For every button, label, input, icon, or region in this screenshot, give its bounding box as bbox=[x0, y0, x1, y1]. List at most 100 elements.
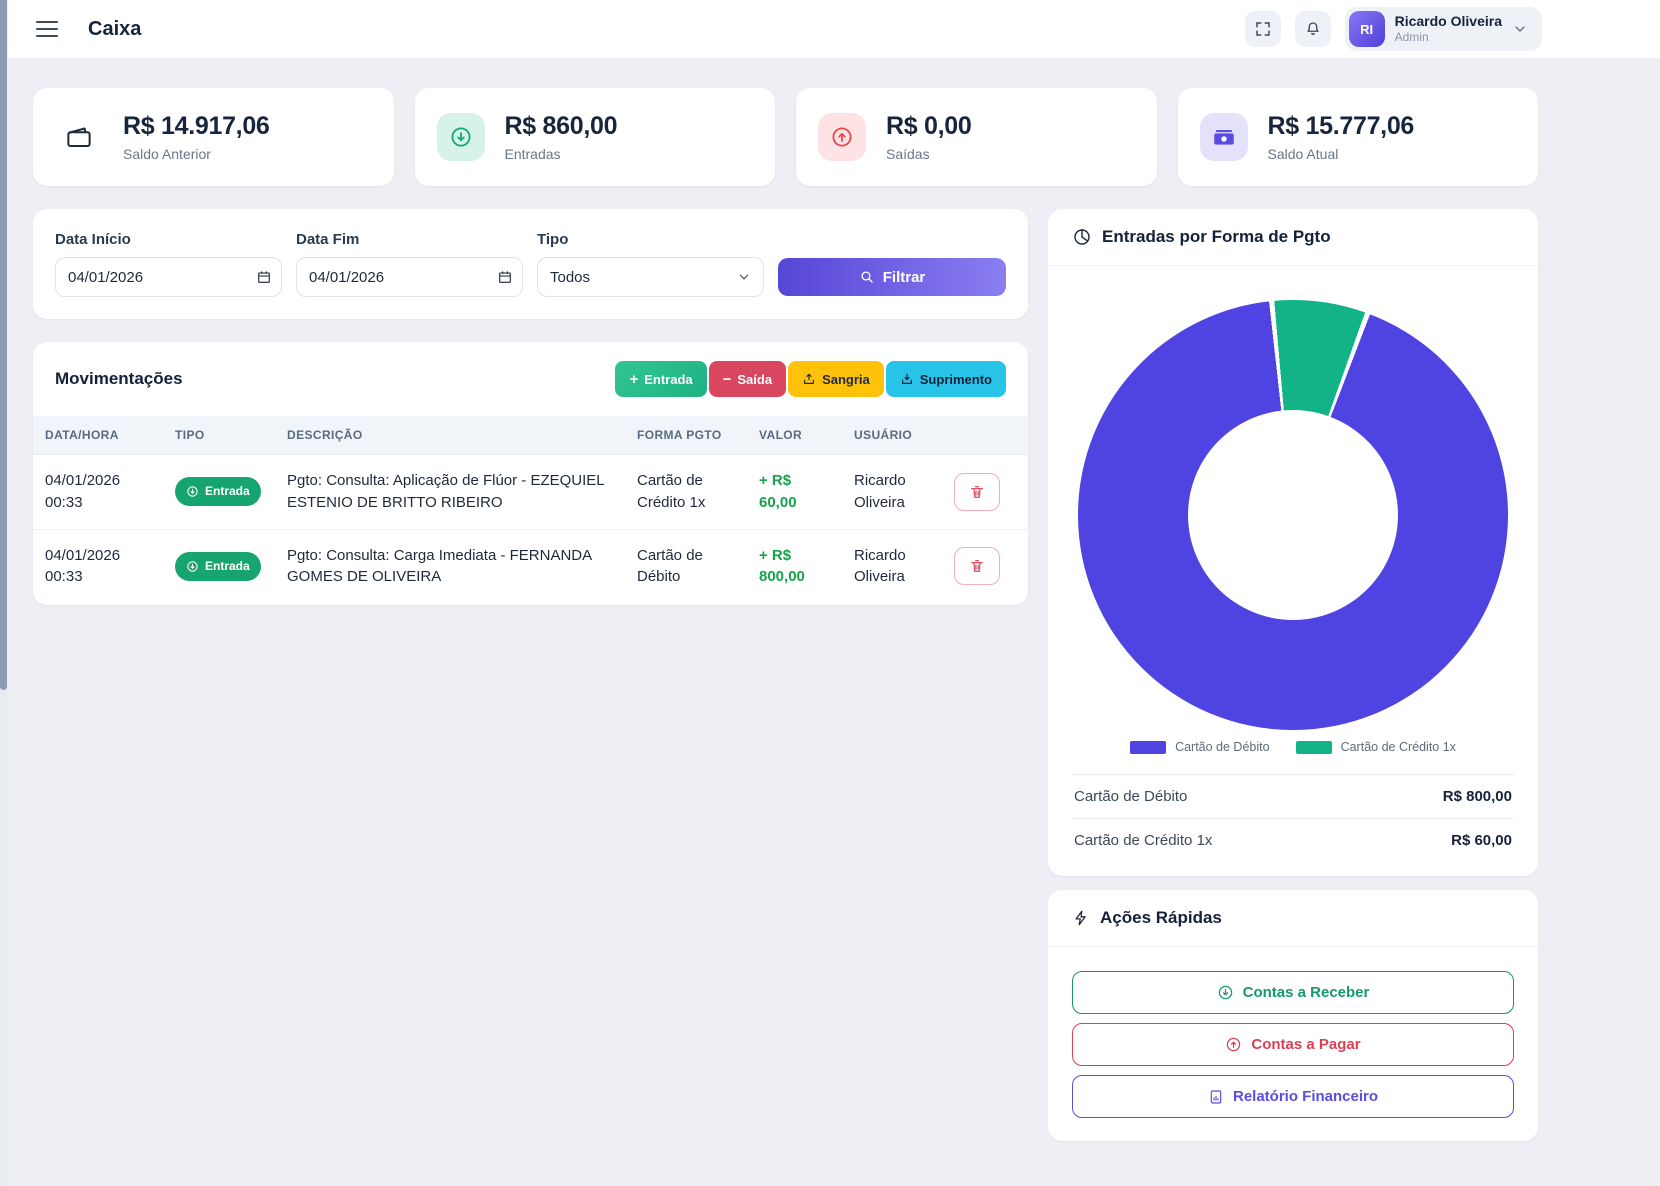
arrow-up-circle-icon bbox=[818, 113, 866, 161]
fullscreen-icon bbox=[1254, 20, 1272, 38]
date-start-input[interactable] bbox=[55, 257, 282, 297]
contas-a-receber-button[interactable]: Contas a Receber bbox=[1072, 971, 1514, 1014]
value-cell: + R$ 800,00 bbox=[747, 528, 842, 603]
scrollbar-thumb[interactable] bbox=[0, 0, 7, 690]
suprimento-button[interactable]: Suprimento bbox=[885, 361, 1006, 397]
arrow-down-circle-icon bbox=[1217, 984, 1234, 1001]
relatorio-financeiro-button[interactable]: Relatório Financeiro bbox=[1072, 1075, 1514, 1118]
payment-cell: Cartão de Débito bbox=[625, 528, 747, 603]
report-icon bbox=[1208, 1089, 1224, 1105]
arrow-down-circle-icon bbox=[186, 560, 199, 573]
legend-swatch bbox=[1130, 740, 1167, 754]
stat-label: Saldo Anterior bbox=[123, 146, 211, 162]
lightning-icon bbox=[1072, 909, 1090, 927]
stat-label: Entradas bbox=[504, 146, 561, 162]
calendar-icon[interactable] bbox=[497, 269, 513, 285]
stat-label: Saldo Atual bbox=[1267, 146, 1339, 162]
contas-a-pagar-button[interactable]: Contas a Pagar bbox=[1072, 1023, 1514, 1066]
sangria-button[interactable]: Sangria bbox=[788, 361, 884, 397]
date-end-input[interactable] bbox=[296, 257, 523, 297]
hamburger-menu-button[interactable] bbox=[36, 14, 66, 44]
table-row: 04/01/2026 00:33 Entrada bbox=[33, 454, 1028, 529]
legend-item-credito[interactable]: Cartão de Crédito 1x bbox=[1295, 740, 1456, 754]
pie-chart-icon bbox=[1072, 227, 1092, 247]
quick-actions-title: Ações Rápidas bbox=[1100, 908, 1222, 927]
page-title: Caixa bbox=[88, 17, 142, 40]
stat-card-saldo-anterior: R$ 14.917,06 Saldo Anterior bbox=[33, 88, 394, 186]
filter-panel: Data Início Data Fim bbox=[33, 209, 1028, 319]
chart-summary: Cartão de Débito R$ 800,00 Cartão de Cré… bbox=[1072, 774, 1514, 876]
chart-title: Entradas por Forma de Pgto bbox=[1102, 227, 1331, 246]
fullscreen-button[interactable] bbox=[1244, 11, 1281, 47]
entrada-button[interactable]: + Entrada bbox=[615, 361, 707, 397]
column-header: Forma Pgto bbox=[625, 416, 747, 455]
chevron-down-icon bbox=[1512, 21, 1528, 37]
app-root: Caixa RI Ricardo Oliveira Admin bbox=[8, 0, 1660, 1141]
saida-button[interactable]: − Saída bbox=[708, 361, 787, 397]
tray-arrow-up-icon bbox=[802, 372, 816, 386]
chevron-down-icon bbox=[737, 270, 751, 284]
type-select[interactable]: Todos bbox=[537, 257, 764, 297]
arrow-down-circle-icon bbox=[436, 113, 485, 161]
delete-button[interactable] bbox=[954, 472, 1000, 511]
stat-card-saidas: R$ 0,00 Saídas bbox=[796, 88, 1157, 186]
stat-card-entradas: R$ 860,00 Entradas bbox=[414, 88, 775, 186]
minus-icon: − bbox=[722, 370, 732, 388]
description-cell: Pgto: Consulta: Carga Imediata - FERNAND… bbox=[275, 528, 625, 603]
summary-row: Cartão de Débito R$ 800,00 bbox=[1072, 774, 1514, 818]
stat-label: Saídas bbox=[886, 146, 930, 162]
arrow-up-circle-icon bbox=[1225, 1036, 1242, 1053]
chart-legend: Cartão de Débito Cartão de Crédito 1x bbox=[1048, 740, 1538, 754]
stat-card-saldo-atual: R$ 15.777,06 Saldo Atual bbox=[1177, 88, 1538, 186]
status-badge: Entrada bbox=[175, 551, 261, 581]
arrow-down-circle-icon bbox=[186, 485, 199, 498]
stat-value: R$ 0,00 bbox=[886, 112, 972, 140]
status-badge: Entrada bbox=[175, 477, 261, 507]
stat-cards: R$ 14.917,06 Saldo Anterior R$ 860,00 En… bbox=[33, 88, 1538, 186]
stat-value: R$ 15.777,06 bbox=[1267, 112, 1415, 140]
movements-title: Movimentações bbox=[55, 369, 183, 388]
calendar-icon[interactable] bbox=[256, 269, 272, 285]
main-content: R$ 14.917,06 Saldo Anterior R$ 860,00 En… bbox=[33, 88, 1538, 1141]
avatar: RI bbox=[1348, 11, 1385, 47]
banknote-icon bbox=[1199, 113, 1248, 161]
summary-row: Cartão de Crédito 1x R$ 60,00 bbox=[1072, 818, 1514, 862]
column-header: Tipo bbox=[163, 416, 275, 455]
payment-cell: Cartão de Crédito 1x bbox=[625, 454, 747, 529]
table-row: 04/01/2026 00:33 Entrada bbox=[33, 528, 1028, 603]
type-select-value: Todos bbox=[550, 268, 591, 286]
delete-button[interactable] bbox=[954, 547, 1000, 586]
plus-icon: + bbox=[629, 370, 639, 388]
user-name: Ricardo Oliveira bbox=[1394, 13, 1502, 30]
date-end-label: Data Fim bbox=[296, 231, 360, 248]
type-label: Tipo bbox=[537, 231, 569, 248]
movements-panel: Movimentações + Entrada − Saída bbox=[33, 342, 1028, 605]
column-header: Descrição bbox=[275, 416, 625, 455]
stat-value: R$ 860,00 bbox=[504, 112, 618, 140]
user-menu[interactable]: RI Ricardo Oliveira Admin bbox=[1344, 7, 1542, 51]
quick-actions-panel: Ações Rápidas Contas a Receber bbox=[1048, 890, 1538, 1141]
doughnut-chart[interactable] bbox=[1078, 300, 1508, 730]
filter-button[interactable]: Filtrar bbox=[778, 258, 1006, 296]
tray-arrow-down-icon bbox=[900, 372, 914, 386]
description-cell: Pgto: Consulta: Aplicação de Flúor - EZE… bbox=[275, 454, 625, 529]
trash-icon bbox=[969, 484, 985, 500]
notifications-button[interactable] bbox=[1294, 11, 1331, 47]
legend-item-debito[interactable]: Cartão de Débito bbox=[1130, 740, 1270, 754]
value-cell: + R$ 60,00 bbox=[747, 454, 842, 529]
column-header: Data/Hora bbox=[33, 416, 163, 455]
topbar-right: RI Ricardo Oliveira Admin bbox=[1244, 7, 1542, 51]
column-header: Valor bbox=[747, 416, 842, 455]
date-start-label: Data Início bbox=[55, 231, 131, 248]
scrollbar[interactable] bbox=[0, 0, 8, 1186]
stat-value: R$ 14.917,06 bbox=[123, 112, 270, 140]
user-cell: Ricardo Oliveira bbox=[842, 528, 942, 603]
user-cell: Ricardo Oliveira bbox=[842, 454, 942, 529]
top-bar: Caixa RI Ricardo Oliveira Admin bbox=[8, 0, 1660, 58]
wallet-icon bbox=[55, 113, 103, 161]
legend-swatch bbox=[1295, 740, 1332, 754]
user-role: Admin bbox=[1394, 30, 1429, 45]
bell-icon bbox=[1304, 20, 1322, 38]
trash-icon bbox=[969, 558, 985, 574]
column-header: Usuário bbox=[842, 416, 942, 455]
